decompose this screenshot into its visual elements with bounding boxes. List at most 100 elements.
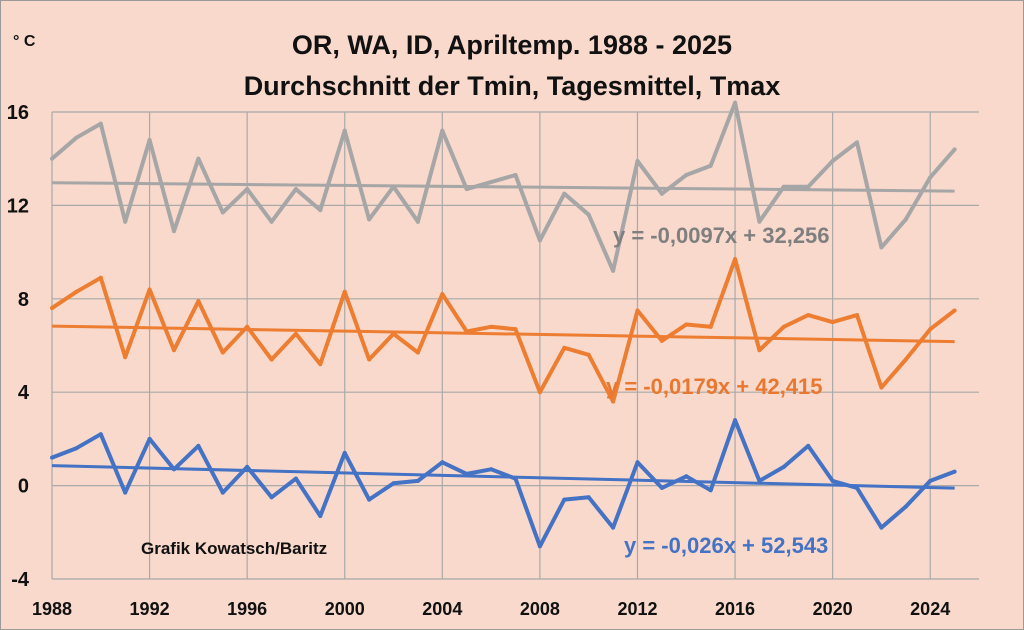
data-point-tmin <box>342 450 347 455</box>
data-point-tmax <box>586 212 591 217</box>
data-point-tmax <box>489 180 494 185</box>
data-point-tmax <box>903 217 908 222</box>
credit-label: Grafik Kowatsch/Baritz <box>141 539 328 558</box>
data-point-mean <box>123 355 128 360</box>
data-point-tmin <box>293 476 298 481</box>
data-point-tmax <box>74 135 79 140</box>
data-point-tmax <box>952 147 957 152</box>
data-point-tmin <box>806 443 811 448</box>
data-point-tmax <box>928 175 933 180</box>
x-tick-label: 1988 <box>32 599 72 619</box>
data-point-mean <box>855 313 860 318</box>
data-point-mean <box>537 390 542 395</box>
data-point-tmin <box>220 490 225 495</box>
data-point-tmin <box>879 525 884 530</box>
data-point-mean <box>733 257 738 262</box>
data-point-mean <box>293 331 298 336</box>
chart-subtitle: Durchschnitt der Tmin, Tagesmittel, Tmax <box>243 71 781 101</box>
trendline-mean <box>51 324 955 344</box>
data-point-tmax <box>50 156 54 161</box>
data-point-tmax <box>440 128 445 133</box>
data-point-tmax <box>464 187 469 192</box>
data-point-mean <box>489 324 494 329</box>
data-point-tmax <box>367 217 372 222</box>
data-point-tmax <box>855 140 860 145</box>
data-point-mean <box>220 350 225 355</box>
trend-equation-tmax: y = -0,0097x + 32,256 <box>613 223 830 248</box>
data-point-tmin <box>537 544 542 549</box>
data-point-tmin <box>245 464 250 469</box>
y-axis-unit-label: ° C <box>13 33 36 50</box>
data-point-tmin <box>98 432 103 437</box>
data-point-tmax <box>537 238 542 243</box>
data-point-tmax <box>123 219 128 224</box>
data-point-mean <box>245 324 250 329</box>
data-point-tmax <box>611 268 616 273</box>
data-point-tmin <box>830 478 835 483</box>
data-point-mean <box>586 352 591 357</box>
x-tick-label: 1996 <box>227 599 267 619</box>
data-point-tmax <box>415 219 420 224</box>
data-point-tmax <box>98 121 103 126</box>
x-tick-label: 2008 <box>520 599 560 619</box>
data-point-mean <box>611 399 616 404</box>
data-point-mean <box>659 338 664 343</box>
data-point-tmax <box>220 210 225 215</box>
data-point-tmin <box>147 436 152 441</box>
data-point-mean <box>806 313 811 318</box>
data-point-tmin <box>708 488 713 493</box>
data-point-mean <box>635 308 640 313</box>
data-point-tmax <box>684 173 689 178</box>
data-point-mean <box>415 350 420 355</box>
data-point-tmin <box>781 464 786 469</box>
data-point-tmin <box>440 460 445 465</box>
data-point-tmax <box>269 219 274 224</box>
data-point-mean <box>318 362 323 367</box>
x-tick-label: 2016 <box>715 599 755 619</box>
data-point-tmax <box>318 208 323 213</box>
data-point-mean <box>342 289 347 294</box>
x-tick-label: 1992 <box>130 599 170 619</box>
data-point-mean <box>903 357 908 362</box>
data-point-tmin <box>733 418 738 423</box>
data-point-tmax <box>879 245 884 250</box>
data-point-tmin <box>635 460 640 465</box>
data-point-tmax <box>147 138 152 143</box>
x-tick-label: 2000 <box>325 599 365 619</box>
data-point-tmin <box>928 478 933 483</box>
data-point-tmin <box>903 504 908 509</box>
series-line-tmin <box>51 418 956 549</box>
data-point-tmax <box>635 159 640 164</box>
chart-title: OR, WA, ID, Apriltemp. 1988 - 2025 <box>291 30 733 60</box>
data-point-mean <box>781 324 786 329</box>
data-point-tmin <box>123 490 128 495</box>
data-point-mean <box>708 324 713 329</box>
data-point-tmax <box>806 184 811 189</box>
data-point-mean <box>367 357 372 362</box>
data-point-tmax <box>342 128 347 133</box>
data-point-tmax <box>196 156 201 161</box>
data-point-mean <box>171 348 176 353</box>
data-point-mean <box>147 287 152 292</box>
data-point-tmax <box>171 229 176 234</box>
data-point-tmax <box>245 187 250 192</box>
data-point-mean <box>830 320 835 325</box>
series-line-mean <box>50 257 956 404</box>
data-point-tmax <box>513 173 518 178</box>
data-point-tmin <box>489 467 494 472</box>
data-point-tmax <box>562 191 567 196</box>
data-point-mean <box>562 345 567 350</box>
data-point-mean <box>684 322 689 327</box>
data-point-tmax <box>708 163 713 168</box>
data-point-tmin <box>74 446 79 451</box>
data-point-mean <box>74 289 79 294</box>
data-point-tmax <box>757 219 762 224</box>
data-point-tmin <box>318 513 323 518</box>
y-tick-label: 12 <box>7 195 29 217</box>
data-point-tmin <box>391 481 396 486</box>
x-tick-label: 2004 <box>422 599 462 619</box>
trendline-tmax <box>51 181 955 193</box>
y-tick-label: 0 <box>18 476 29 498</box>
series-line-tmax <box>50 100 957 273</box>
data-point-tmax <box>733 100 738 105</box>
